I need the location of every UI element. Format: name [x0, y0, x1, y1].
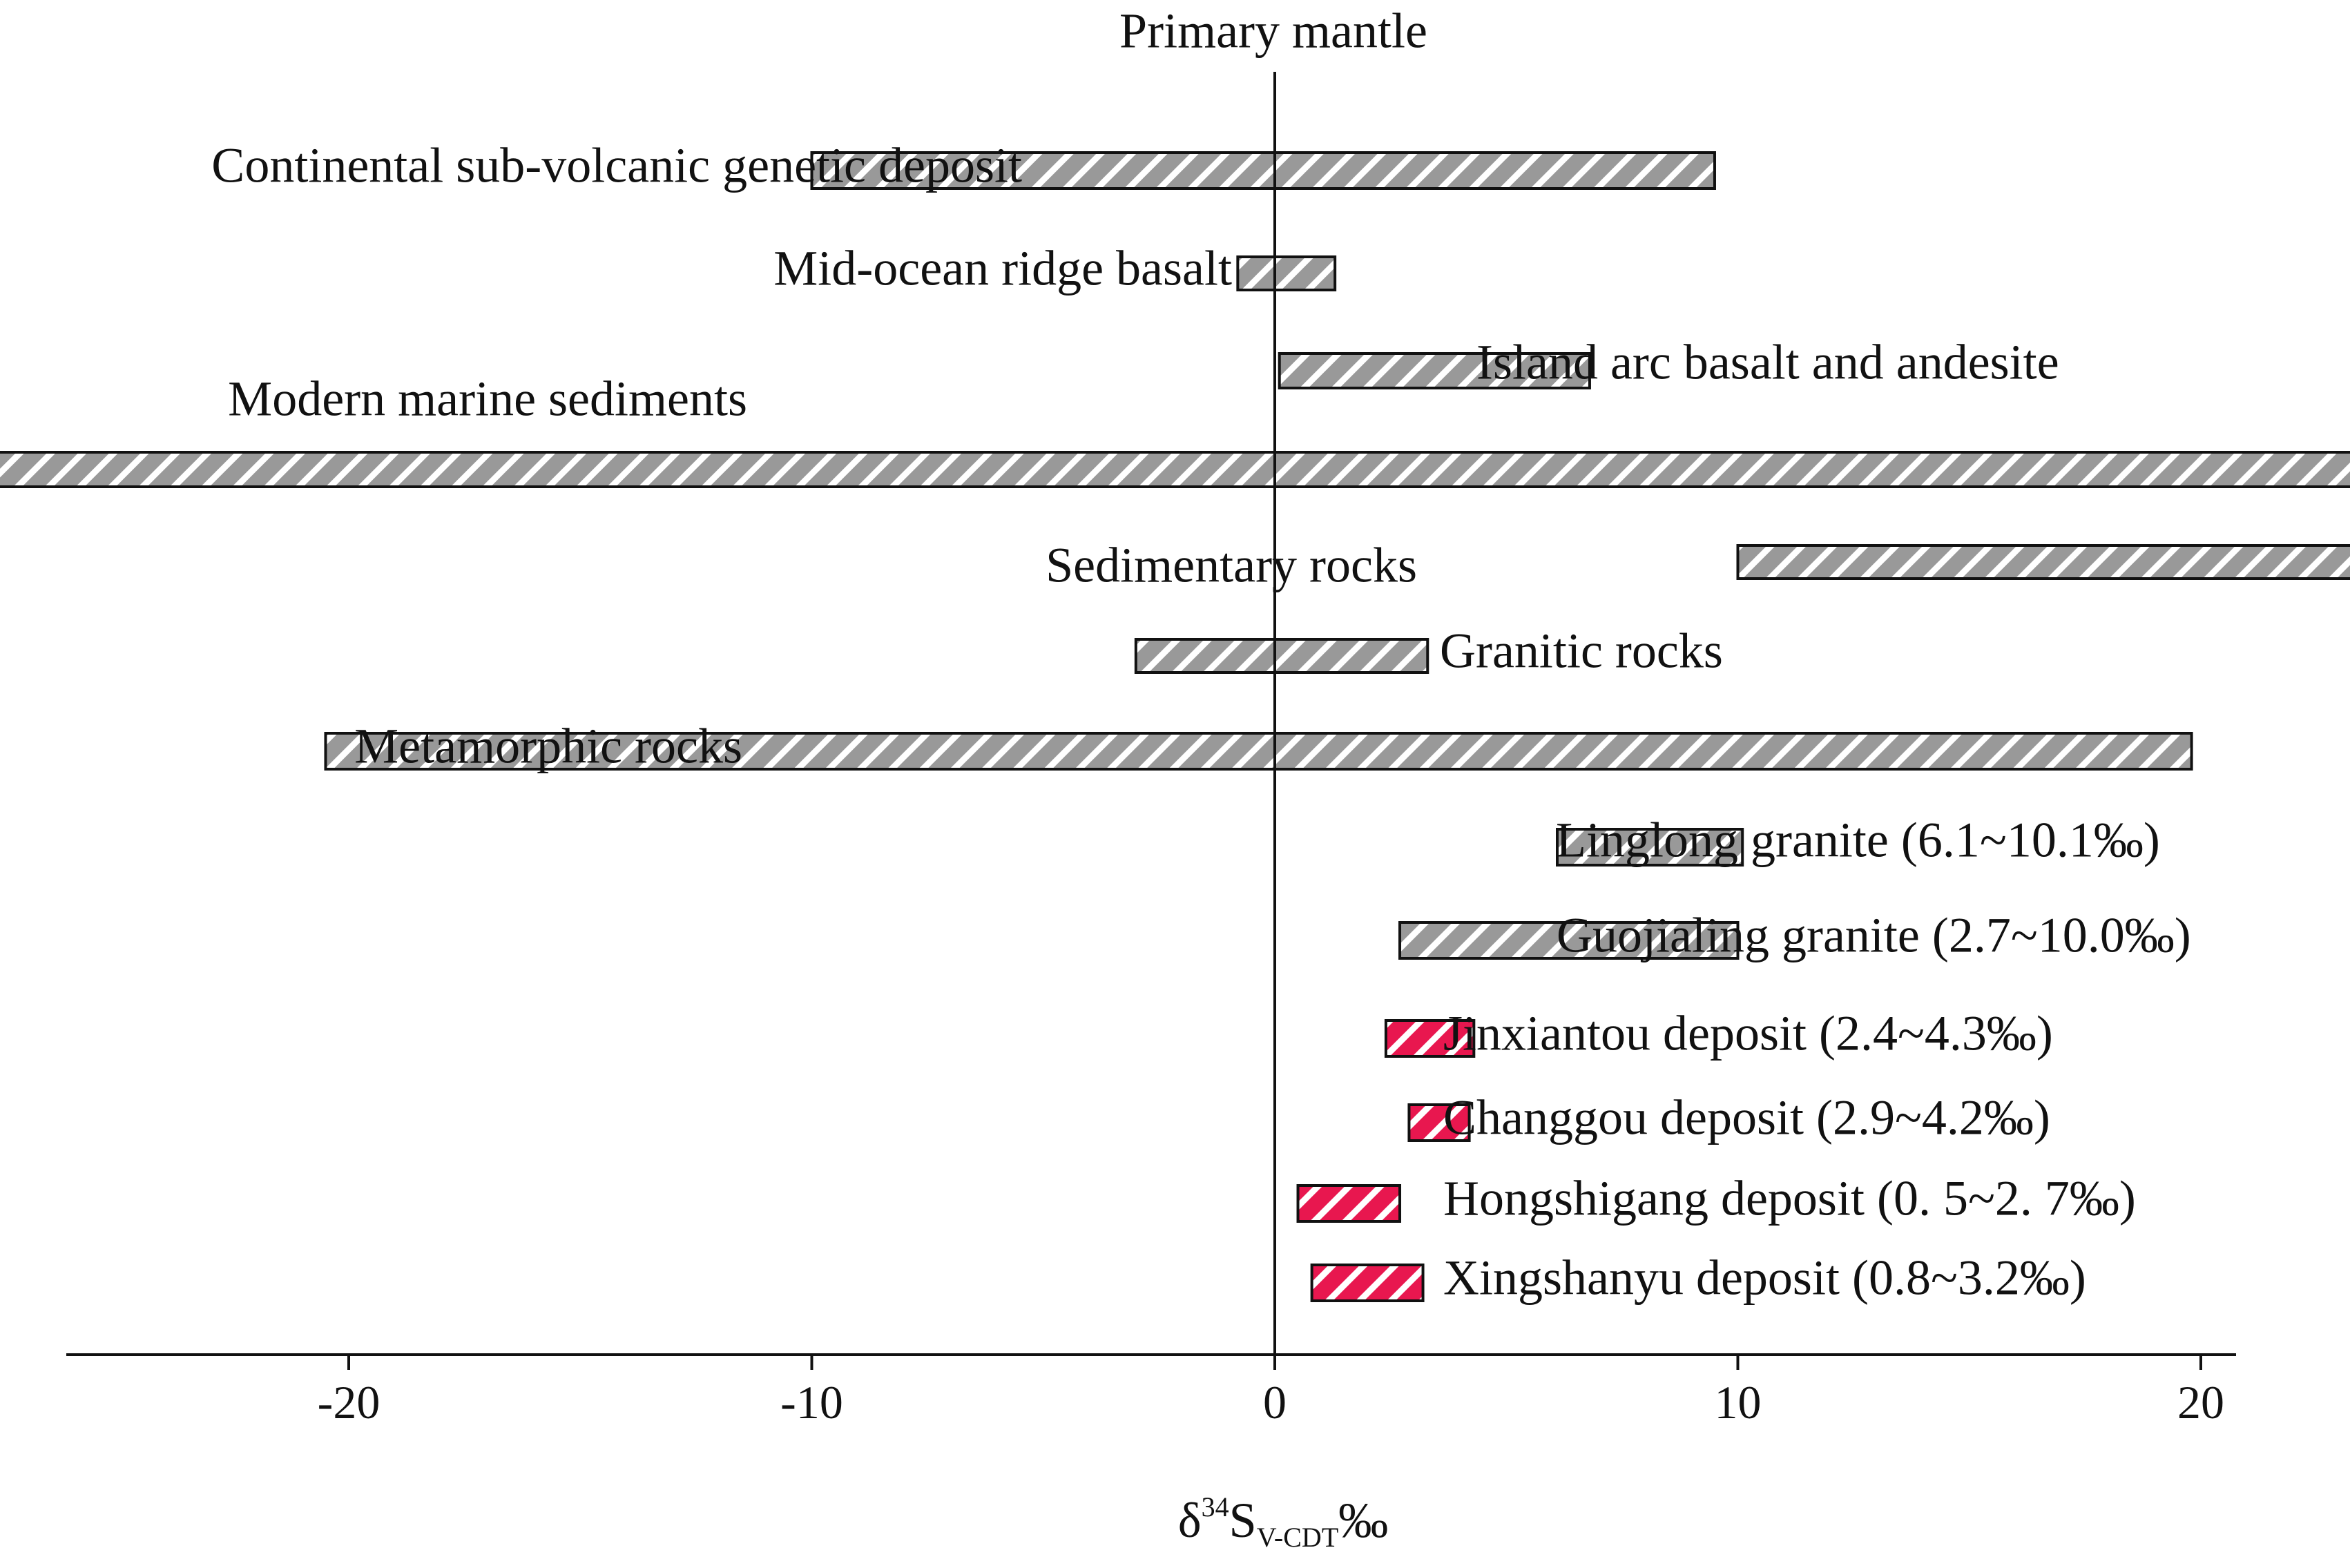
bar-12-outline: [1310, 1264, 1425, 1302]
bar-2-hatch: [1279, 354, 1590, 388]
bar-6-hatch: [325, 733, 2192, 769]
bar-10-outline: [1407, 1103, 1471, 1142]
reference-line-label: Primary mantle: [1119, 3, 1427, 59]
bar-11-outline: [1296, 1184, 1402, 1223]
bar-11-hatch: [1298, 1185, 1400, 1221]
series-label-5: Granitic rocks: [1440, 623, 1723, 679]
series-label-9: Jinxiantou deposit (2.4~4.3‰): [1443, 1006, 2053, 1061]
bar-2-outline: [1278, 352, 1591, 389]
series-label-8: Guojialing granite (2.7~10.0‰): [1557, 908, 2191, 963]
x-axis-title-part: ‰: [1338, 1493, 1388, 1548]
x-axis-title-part: 34: [1202, 1491, 1229, 1522]
series-label-11: Hongshigang deposit (0. 5~2. 7‰): [1443, 1171, 2136, 1226]
bar-7-outline: [1556, 828, 1744, 867]
bar-0-hatch: [811, 153, 1715, 188]
x-axis-title-part: δ: [1178, 1493, 1202, 1548]
x-tick-label: 10: [1715, 1376, 1762, 1429]
x-axis-title: δ34SV-CDT‰: [1178, 1491, 1389, 1553]
bars-layer: [0, 151, 2350, 1302]
bar-1-outline: [1236, 255, 1337, 291]
x-axis-title-part: S: [1229, 1493, 1257, 1548]
series-label-4: Sedimentary rocks: [1046, 538, 1417, 593]
bar-1-hatch: [1237, 257, 1336, 290]
x-tick-label: -10: [780, 1376, 843, 1429]
series-label-6: Metamorphic rocks: [354, 719, 742, 774]
bar-5-outline: [1134, 638, 1429, 674]
bar-9-hatch: [1385, 1020, 1474, 1056]
x-axis-title-part: V-CDT: [1257, 1522, 1339, 1553]
bar-3-hatch: [0, 452, 2350, 487]
x-tick-label: 0: [1263, 1376, 1287, 1429]
series-label-1: Mid-ocean ridge basalt: [773, 241, 1232, 296]
bar-5-hatch: [1135, 639, 1428, 672]
x-tick-label: 20: [2177, 1376, 2224, 1429]
series-label-12: Xingshanyu deposit (0.8~3.2‰): [1443, 1250, 2086, 1306]
bar-0-outline: [810, 151, 1716, 190]
bar-7-hatch: [1557, 829, 1743, 865]
x-tick-label: -20: [318, 1376, 381, 1429]
bar-8-hatch: [1400, 922, 1738, 958]
series-label-2: Island arc basalt and andesite: [1476, 335, 2059, 390]
bar-6-outline: [324, 732, 2193, 771]
axes-layer: [66, 72, 2236, 1370]
labels-layer: Continental sub-volcanic genetic deposit…: [211, 3, 2224, 1553]
bar-4-outline: [1736, 544, 2350, 580]
series-label-3: Modern marine sediments: [228, 371, 747, 427]
bar-10-hatch: [1409, 1105, 1470, 1141]
bar-4-hatch: [1737, 545, 2350, 579]
bar-12-hatch: [1311, 1265, 1423, 1301]
bar-8-outline: [1398, 921, 1740, 960]
bar-3-outline: [0, 451, 2350, 488]
series-label-7: Linglong granite (6.1~10.1‰): [1556, 813, 2160, 868]
series-label-10: Changgou deposit (2.9~4.2‰): [1443, 1090, 2050, 1145]
bar-9-outline: [1384, 1019, 1476, 1058]
series-label-0: Continental sub-volcanic genetic deposit: [211, 138, 1022, 193]
